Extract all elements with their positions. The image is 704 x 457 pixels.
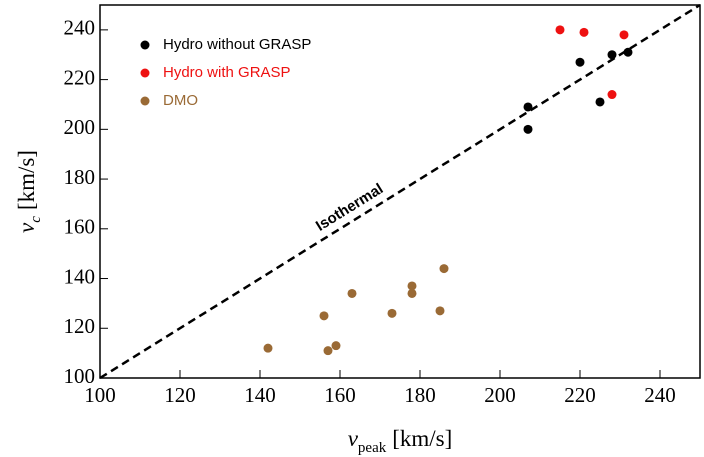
point (439, 264, 449, 274)
isothermal-line (99, 3, 701, 380)
point (407, 281, 417, 291)
x-tick-label: 220 (564, 383, 596, 407)
y-tick-label: 160 (64, 215, 96, 239)
legend-marker (140, 96, 150, 106)
y-tick-label: 100 (64, 364, 96, 388)
legend-marker (140, 40, 150, 50)
point (347, 288, 357, 298)
point (323, 346, 333, 356)
point (579, 27, 589, 37)
point (523, 102, 533, 112)
x-axis-label-subscript: peak (358, 440, 387, 456)
point (619, 30, 629, 40)
y-tick-label: 180 (64, 165, 96, 189)
x-tick-label: 140 (244, 383, 276, 407)
y-tick-label: 140 (64, 264, 96, 288)
point (595, 97, 605, 107)
x-axis-label-unit: [km/s] (392, 426, 452, 451)
point (387, 308, 397, 318)
legend-label: Hydro with GRASP (163, 64, 291, 81)
x-tick-label: 180 (404, 383, 436, 407)
legend-marker (140, 68, 150, 78)
point (331, 341, 341, 351)
y-tick-label: 120 (64, 314, 96, 338)
x-tick-label: 100 (84, 383, 116, 407)
point (607, 50, 617, 60)
point (575, 57, 585, 67)
point (523, 124, 533, 134)
point (407, 288, 417, 298)
y-axis-label: vc [km/s] (14, 150, 44, 233)
point (623, 47, 633, 57)
plot-frame (99, 4, 701, 379)
point (435, 306, 445, 316)
point (263, 343, 273, 353)
y-tick-label: 200 (64, 115, 96, 139)
point (607, 90, 617, 100)
x-axis-label: vpeak [km/s] (348, 426, 453, 456)
x-tick-label: 240 (644, 383, 676, 407)
point (319, 311, 329, 321)
y-axis-label-unit: [km/s] (14, 150, 39, 210)
x-axis-label-symbol: v (348, 426, 359, 451)
y-axis-label-subscript: c (28, 216, 44, 223)
y-tick-label: 240 (64, 16, 96, 40)
x-tick-label: 160 (324, 383, 356, 407)
y-tick-label: 220 (64, 65, 96, 89)
legend-label: DMO (163, 92, 198, 109)
y-axis-label-symbol: v (14, 222, 39, 233)
legend-label: Hydro without GRASP (163, 36, 311, 53)
x-tick-label: 200 (484, 383, 516, 407)
point (555, 25, 565, 35)
annotation: Isothermal (313, 180, 386, 234)
x-tick-label: 120 (164, 383, 196, 407)
